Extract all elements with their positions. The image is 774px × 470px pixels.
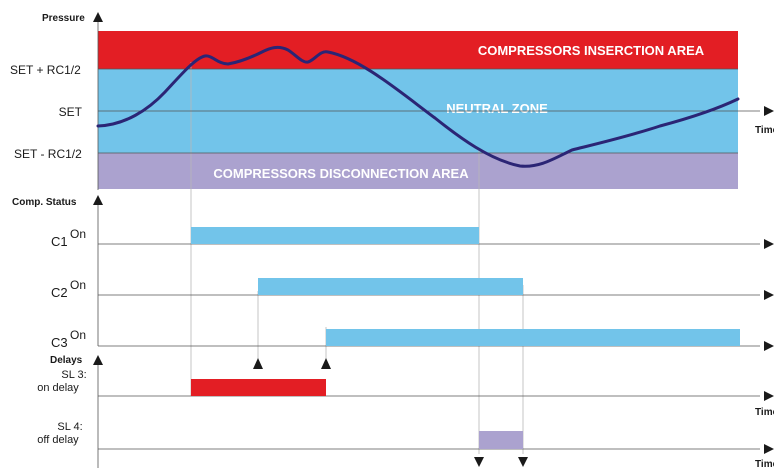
on-delay-bar bbox=[191, 379, 326, 396]
pressure-curve bbox=[96, 45, 740, 168]
neutral-zone-label: NEUTRAL ZONE bbox=[446, 101, 548, 116]
c2-name: C2 bbox=[51, 285, 68, 300]
arrow-up-icon bbox=[93, 12, 103, 22]
arrow-up-icon bbox=[93, 355, 103, 365]
arrow-up-icon bbox=[253, 358, 263, 369]
c3-state: On bbox=[70, 328, 86, 342]
arrow-right-icon bbox=[764, 239, 774, 249]
event-arrows bbox=[253, 358, 528, 467]
c1-name: C1 bbox=[51, 234, 68, 249]
c1-row-label: C1 On bbox=[51, 227, 86, 249]
arrow-up-icon bbox=[321, 358, 331, 369]
arrow-right-icon bbox=[764, 341, 774, 351]
arrow-right-icon bbox=[764, 444, 774, 454]
disconnection-area bbox=[98, 153, 738, 189]
delays-axis-title: Delays bbox=[50, 355, 83, 366]
off-delay-line1: SL 4: bbox=[57, 421, 82, 433]
off-delay-bar bbox=[479, 431, 523, 449]
level-set-label: SET bbox=[59, 105, 83, 119]
delay-time-label-2: Time bbox=[755, 459, 774, 470]
c3-on-bar bbox=[326, 329, 740, 346]
pressure-time-label: Time bbox=[755, 125, 774, 136]
level-lower-label: SET - RC1/2 bbox=[14, 147, 82, 161]
insertion-area bbox=[98, 31, 738, 69]
arrow-right-icon bbox=[764, 290, 774, 300]
c3-name: C3 bbox=[51, 335, 68, 350]
c2-on-bar bbox=[258, 278, 523, 295]
on-delay-line2: on delay bbox=[37, 382, 79, 394]
off-delay-line2: off delay bbox=[37, 434, 79, 446]
pressure-axis-title: Pressure bbox=[42, 13, 85, 24]
axis-up-arrowheads bbox=[93, 12, 103, 365]
arrow-up-icon bbox=[93, 195, 103, 205]
baselines bbox=[98, 243, 760, 450]
time-arrowheads bbox=[764, 106, 774, 454]
c3-row-label: C3 On bbox=[51, 328, 86, 350]
level-upper-label: SET + RC1/2 bbox=[10, 63, 81, 77]
on-delay-line1: SL 3: bbox=[61, 369, 86, 381]
c1-state: On bbox=[70, 227, 86, 241]
c1-on-bar bbox=[191, 227, 479, 244]
comp-status-axis-title: Comp. Status bbox=[12, 197, 77, 208]
disconnection-area-label: COMPRESSORS DISCONNECTION AREA bbox=[213, 166, 469, 181]
insertion-area-label: COMPRESSORS INSERCTION AREA bbox=[478, 43, 705, 58]
arrow-right-icon bbox=[764, 391, 774, 401]
arrow-down-icon bbox=[474, 457, 484, 467]
delay-time-label-1: Time bbox=[755, 407, 774, 418]
level-lines bbox=[98, 68, 760, 154]
arrow-right-icon bbox=[764, 106, 774, 116]
arrow-down-icon bbox=[518, 457, 528, 467]
c2-state: On bbox=[70, 278, 86, 292]
c2-row-label: C2 On bbox=[51, 278, 86, 300]
